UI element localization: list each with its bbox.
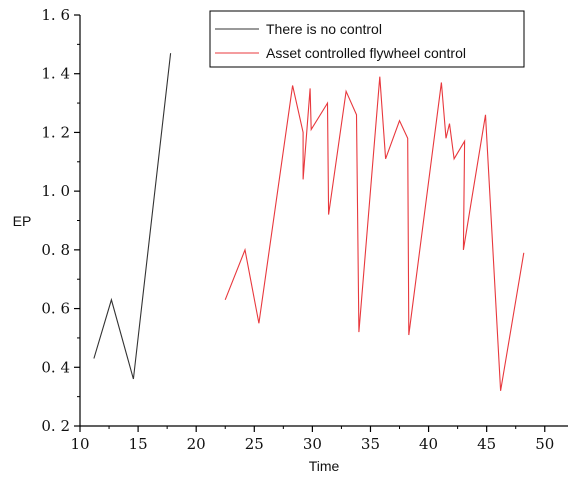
y-tick-label: 1. 0 xyxy=(41,182,70,200)
x-tick-label: 35 xyxy=(361,435,380,453)
x-axis-title: Time xyxy=(309,458,340,474)
y-axis-title: EP xyxy=(13,213,32,229)
y-tick-label: 0. 2 xyxy=(41,417,70,435)
x-tick-label: 15 xyxy=(129,435,148,453)
y-tick-label: 1. 2 xyxy=(41,123,70,141)
y-axis-ticks: 0. 2 0. 4 0. 6 0. 8 1. 0 1. 2 1. 4 1. 6 xyxy=(41,6,80,435)
y-tick-label: 1. 6 xyxy=(41,6,70,24)
x-tick-label: 45 xyxy=(477,435,496,453)
x-tick-label: 25 xyxy=(245,435,264,453)
x-tick-label: 20 xyxy=(187,435,206,453)
y-tick-label: 0. 8 xyxy=(41,241,70,259)
legend-box xyxy=(209,10,525,68)
x-axis-ticks: 10 15 20 25 30 35 40 45 50 xyxy=(70,426,554,453)
series-line-1 xyxy=(93,53,172,380)
series-layer xyxy=(93,53,525,391)
legend-label-flywheel-control: Asset controlled flywheel control xyxy=(266,45,466,61)
x-tick-label: 40 xyxy=(419,435,438,453)
y-tick-label: 0. 6 xyxy=(41,300,70,318)
legend-label-no-control: There is no control xyxy=(266,21,382,37)
plot-area xyxy=(79,15,568,427)
x-tick-label: 30 xyxy=(303,435,322,453)
legend: There is no control Asset controlled fly… xyxy=(209,10,525,68)
y-tick-label: 0. 4 xyxy=(41,358,70,376)
x-tick-label: 10 xyxy=(70,435,89,453)
series-line-2 xyxy=(224,76,525,391)
y-tick-label: 1. 4 xyxy=(41,65,70,83)
x-tick-label: 50 xyxy=(535,435,554,453)
